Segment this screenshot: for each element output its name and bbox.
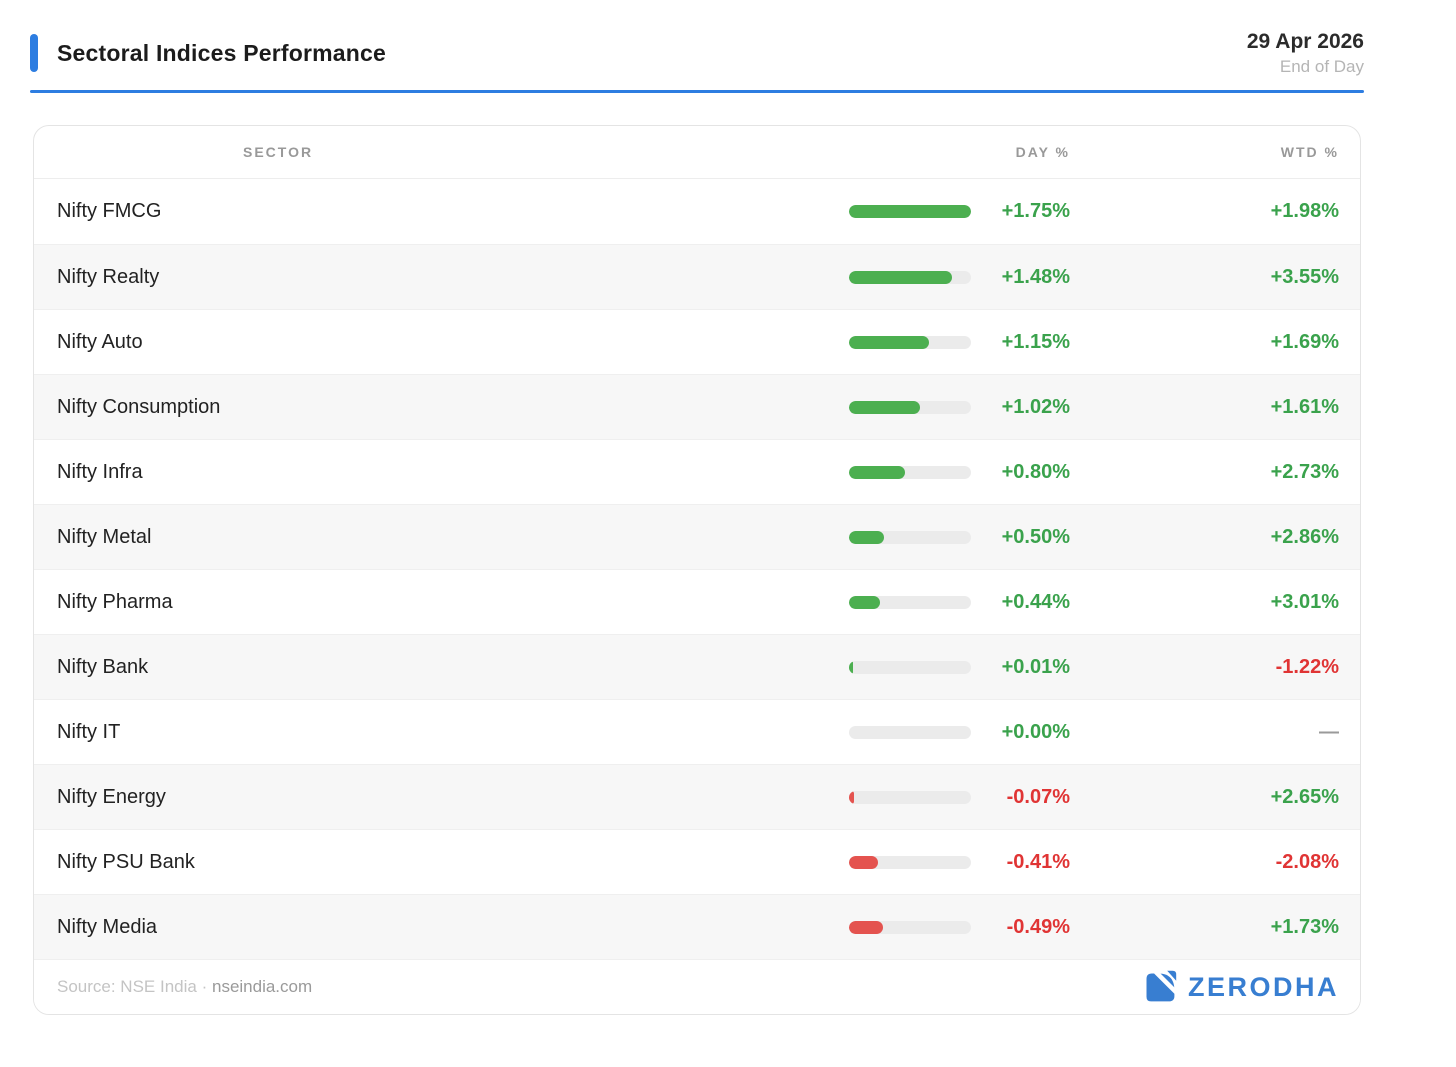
title-accent-bar — [30, 34, 38, 72]
table-row: Nifty IT +0.00% — — [34, 699, 1360, 764]
sector-name: Nifty Pharma — [57, 590, 173, 613]
report-subtitle: End of Day — [1279, 57, 1364, 76]
day-pct-value: +0.50% — [1001, 525, 1070, 548]
day-pct-value: +1.15% — [1001, 330, 1070, 353]
report-date: 29 Apr 2026 — [1246, 30, 1364, 53]
day-bar-fill — [849, 270, 953, 284]
column-header-sector: SECTOR — [243, 144, 314, 160]
page-title: Sectoral Indices Performance — [57, 39, 387, 66]
wtd-pct-value: +2.73% — [1270, 460, 1339, 483]
sector-name: Nifty Energy — [57, 785, 166, 808]
day-bar-track — [849, 270, 971, 284]
sector-name: Nifty Realty — [57, 265, 160, 288]
source-caption: Source: NSE India · nseindia.com — [57, 977, 312, 997]
table-row: Nifty Bank +0.01% -1.22% — [34, 634, 1360, 699]
day-bar-fill — [849, 595, 880, 609]
table-row: Nifty Media -0.49% +1.73% — [34, 894, 1360, 959]
table-row: Nifty Pharma +0.44% +3.01% — [34, 569, 1360, 634]
wtd-pct-value: +1.61% — [1270, 395, 1339, 418]
day-pct-value: +1.02% — [1001, 395, 1070, 418]
wtd-pct-value: -1.22% — [1275, 655, 1339, 678]
day-bar-track — [849, 920, 971, 934]
table-row: Nifty Metal +0.50% +2.86% — [34, 504, 1360, 569]
day-bar-fill — [849, 335, 930, 349]
day-bar-fill — [849, 530, 884, 544]
day-pct-value: +1.48% — [1001, 265, 1070, 288]
table-row: Nifty Infra +0.80% +2.73% — [34, 439, 1360, 504]
table-row: Nifty Consumption +1.02% +1.61% — [34, 374, 1360, 439]
wtd-pct-value: — — [1319, 720, 1339, 743]
header-bar: Sectoral Indices Performance 29 Apr 2026… — [30, 30, 1364, 77]
table-row: Nifty Energy -0.07% +2.65% — [34, 764, 1360, 829]
day-bar-track — [849, 660, 971, 674]
sector-name: Nifty Media — [57, 915, 158, 938]
zerodha-kite-icon — [1146, 969, 1178, 1002]
infographic-page: Sectoral Indices Performance 29 Apr 2026… — [30, 30, 1364, 1015]
day-bar-track — [849, 530, 971, 544]
day-pct-value: -0.49% — [1006, 915, 1070, 938]
wtd-pct-value: +3.01% — [1270, 590, 1339, 613]
day-bar-fill — [849, 855, 878, 869]
wtd-pct-value: +2.86% — [1270, 525, 1339, 548]
day-pct-value: -0.07% — [1006, 785, 1070, 808]
source-text: Source: NSE India · — [57, 977, 208, 996]
day-bar-track — [849, 400, 971, 414]
column-header-day: DAY % — [1015, 144, 1070, 160]
table-row: Nifty FMCG +1.75% +1.98% — [34, 179, 1360, 244]
day-pct-value: +0.00% — [1001, 720, 1070, 743]
wtd-pct-value: +1.98% — [1270, 200, 1339, 222]
sector-name: Nifty Metal — [57, 525, 152, 548]
sector-name: Nifty FMCG — [57, 200, 162, 222]
day-pct-value: +0.80% — [1001, 460, 1070, 483]
day-bar-track — [849, 465, 971, 479]
table-header-row: SECTOR DAY % WTD % — [34, 126, 1360, 179]
day-pct-value: +0.44% — [1001, 590, 1070, 613]
day-bar-track — [849, 790, 971, 804]
sector-name: Nifty Auto — [57, 330, 143, 353]
day-bar-fill — [849, 660, 853, 674]
day-pct-value: -0.41% — [1006, 850, 1070, 873]
day-bar-fill — [849, 400, 921, 414]
sector-name: Nifty Consumption — [57, 395, 221, 418]
sector-name: Nifty Infra — [57, 460, 143, 483]
sector-name: Nifty PSU Bank — [57, 850, 195, 873]
header-divider — [30, 90, 1364, 93]
sector-performance-table: SECTOR DAY % WTD % Nifty FMCG +1.75% +1.… — [33, 125, 1361, 1015]
table-row: Nifty Realty +1.48% +3.55% — [34, 244, 1360, 309]
day-bar-track — [849, 335, 971, 349]
wtd-pct-value: +1.73% — [1270, 915, 1339, 938]
day-bar-fill — [849, 205, 971, 218]
table-body: Nifty FMCG +1.75% +1.98% Nifty Realty +1… — [34, 179, 1360, 959]
wtd-pct-value: +1.69% — [1270, 330, 1339, 353]
day-bar-track — [849, 855, 971, 869]
day-bar-track — [849, 725, 971, 739]
table-row: Nifty PSU Bank -0.41% -2.08% — [34, 829, 1360, 894]
day-bar-fill — [849, 790, 854, 804]
wtd-pct-value: -2.08% — [1275, 850, 1339, 873]
wtd-pct-value: +3.55% — [1270, 265, 1339, 288]
table-footer: Source: NSE India · nseindia.com ZERODHA — [34, 959, 1360, 1014]
sector-name: Nifty IT — [57, 720, 121, 743]
day-bar-track — [849, 205, 971, 218]
wtd-pct-value: +2.65% — [1270, 785, 1339, 808]
source-link: nseindia.com — [211, 977, 313, 996]
day-pct-value: +0.01% — [1001, 655, 1070, 678]
day-bar-fill — [849, 465, 905, 479]
zerodha-wordmark: ZERODHA — [1188, 971, 1339, 1002]
day-pct-value: +1.75% — [1001, 200, 1070, 222]
table-row: Nifty Auto +1.15% +1.69% — [34, 309, 1360, 374]
day-bar-track — [849, 595, 971, 609]
sector-name: Nifty Bank — [57, 655, 149, 678]
column-header-wtd: WTD % — [1280, 144, 1339, 160]
day-bar-fill — [849, 920, 884, 934]
zerodha-logo: ZERODHA — [1142, 969, 1339, 1005]
